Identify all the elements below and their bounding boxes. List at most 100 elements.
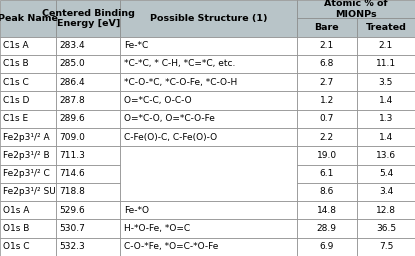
Text: C1s D: C1s D — [3, 96, 30, 105]
Bar — [56, 128, 120, 146]
Text: 709.0: 709.0 — [59, 133, 85, 142]
Text: 11.1: 11.1 — [376, 59, 396, 69]
Text: *C-*C, * C-H, *C=*C, etc.: *C-*C, * C-H, *C=*C, etc. — [124, 59, 235, 69]
Bar — [357, 219, 415, 238]
Text: Fe-*C: Fe-*C — [124, 41, 148, 50]
Bar — [56, 165, 120, 183]
Bar — [120, 146, 297, 201]
Text: Centered Binding
Energy [eV]: Centered Binding Energy [eV] — [42, 9, 134, 28]
Bar — [0, 219, 56, 238]
Bar — [0, 165, 56, 183]
Text: 6.9: 6.9 — [320, 242, 334, 251]
Bar — [56, 219, 120, 238]
Bar — [297, 146, 357, 165]
Bar — [120, 73, 297, 91]
Bar — [357, 110, 415, 128]
Bar — [297, 91, 357, 110]
Bar — [0, 55, 56, 73]
Bar — [297, 110, 357, 128]
Text: Atomic % of
MIONPs: Atomic % of MIONPs — [324, 0, 388, 19]
Text: Fe2p3¹/² C: Fe2p3¹/² C — [3, 169, 50, 178]
Text: 28.9: 28.9 — [317, 224, 337, 233]
Bar — [297, 37, 357, 55]
Text: 2.2: 2.2 — [320, 133, 334, 142]
Bar — [297, 219, 357, 238]
Text: C1s C: C1s C — [3, 78, 29, 87]
Text: C-O-*Fe, *O=C-*O-Fe: C-O-*Fe, *O=C-*O-Fe — [124, 242, 218, 251]
Text: 36.5: 36.5 — [376, 224, 396, 233]
Text: 5.4: 5.4 — [379, 169, 393, 178]
Text: C-Fe(O)-C, C-Fe(O)-O: C-Fe(O)-C, C-Fe(O)-O — [124, 133, 217, 142]
Bar — [357, 146, 415, 165]
Bar — [56, 55, 120, 73]
Bar — [297, 128, 357, 146]
Bar — [297, 165, 357, 183]
Bar — [120, 219, 297, 238]
Text: C1s B: C1s B — [3, 59, 29, 69]
Text: 1.4: 1.4 — [379, 133, 393, 142]
Text: 532.3: 532.3 — [59, 242, 85, 251]
Bar — [0, 91, 56, 110]
Bar — [0, 37, 56, 55]
Text: O=*C-C, O-C-O: O=*C-C, O-C-O — [124, 96, 191, 105]
Text: Fe2p3¹/² B: Fe2p3¹/² B — [3, 151, 50, 160]
Text: 718.8: 718.8 — [59, 187, 85, 197]
Bar — [0, 183, 56, 201]
Text: 285.0: 285.0 — [59, 59, 85, 69]
Bar — [297, 55, 357, 73]
Bar — [56, 183, 120, 201]
Text: 3.5: 3.5 — [379, 78, 393, 87]
Bar — [297, 183, 357, 201]
Text: C1s E: C1s E — [3, 114, 29, 123]
Bar — [0, 73, 56, 91]
Text: 2.7: 2.7 — [320, 78, 334, 87]
Bar — [0, 110, 56, 128]
Text: 7.5: 7.5 — [379, 242, 393, 251]
Text: 529.6: 529.6 — [59, 206, 85, 215]
Text: 714.6: 714.6 — [59, 169, 85, 178]
Text: 711.3: 711.3 — [59, 151, 85, 160]
Bar — [357, 201, 415, 219]
Text: 286.4: 286.4 — [59, 78, 85, 87]
Text: 13.6: 13.6 — [376, 151, 396, 160]
Bar — [120, 201, 297, 219]
Bar — [297, 201, 357, 219]
Text: 19.0: 19.0 — [317, 151, 337, 160]
Text: Peak Name: Peak Name — [0, 14, 58, 23]
Bar — [357, 128, 415, 146]
Text: H-*O-Fe, *O=C: H-*O-Fe, *O=C — [124, 224, 190, 233]
Text: O1s B: O1s B — [3, 224, 30, 233]
Bar — [0, 146, 56, 165]
Bar — [357, 18, 415, 37]
Text: 1.4: 1.4 — [379, 96, 393, 105]
Text: 1.3: 1.3 — [379, 114, 393, 123]
Bar — [56, 238, 120, 256]
Bar — [120, 55, 297, 73]
Text: 2.1: 2.1 — [379, 41, 393, 50]
Text: Fe2p3¹/² A: Fe2p3¹/² A — [3, 133, 50, 142]
Bar — [357, 73, 415, 91]
Bar — [297, 0, 415, 18]
Bar — [357, 183, 415, 201]
Bar — [56, 110, 120, 128]
Bar — [297, 73, 357, 91]
Bar — [120, 128, 297, 146]
Text: 530.7: 530.7 — [59, 224, 85, 233]
Bar — [120, 37, 297, 55]
Bar — [0, 201, 56, 219]
Text: 287.8: 287.8 — [59, 96, 85, 105]
Bar — [357, 238, 415, 256]
Text: C1s A: C1s A — [3, 41, 29, 50]
Text: Fe2p3¹/² SU: Fe2p3¹/² SU — [3, 187, 56, 197]
Bar — [0, 0, 56, 37]
Bar — [357, 55, 415, 73]
Text: 3.4: 3.4 — [379, 187, 393, 197]
Text: *C-O-*C, *C-O-Fe, *C-O-H: *C-O-*C, *C-O-Fe, *C-O-H — [124, 78, 237, 87]
Bar — [56, 73, 120, 91]
Bar — [297, 238, 357, 256]
Bar — [357, 37, 415, 55]
Text: 8.6: 8.6 — [320, 187, 334, 197]
Text: 289.6: 289.6 — [59, 114, 85, 123]
Text: 1.2: 1.2 — [320, 96, 334, 105]
Text: Possible Structure (1): Possible Structure (1) — [150, 14, 267, 23]
